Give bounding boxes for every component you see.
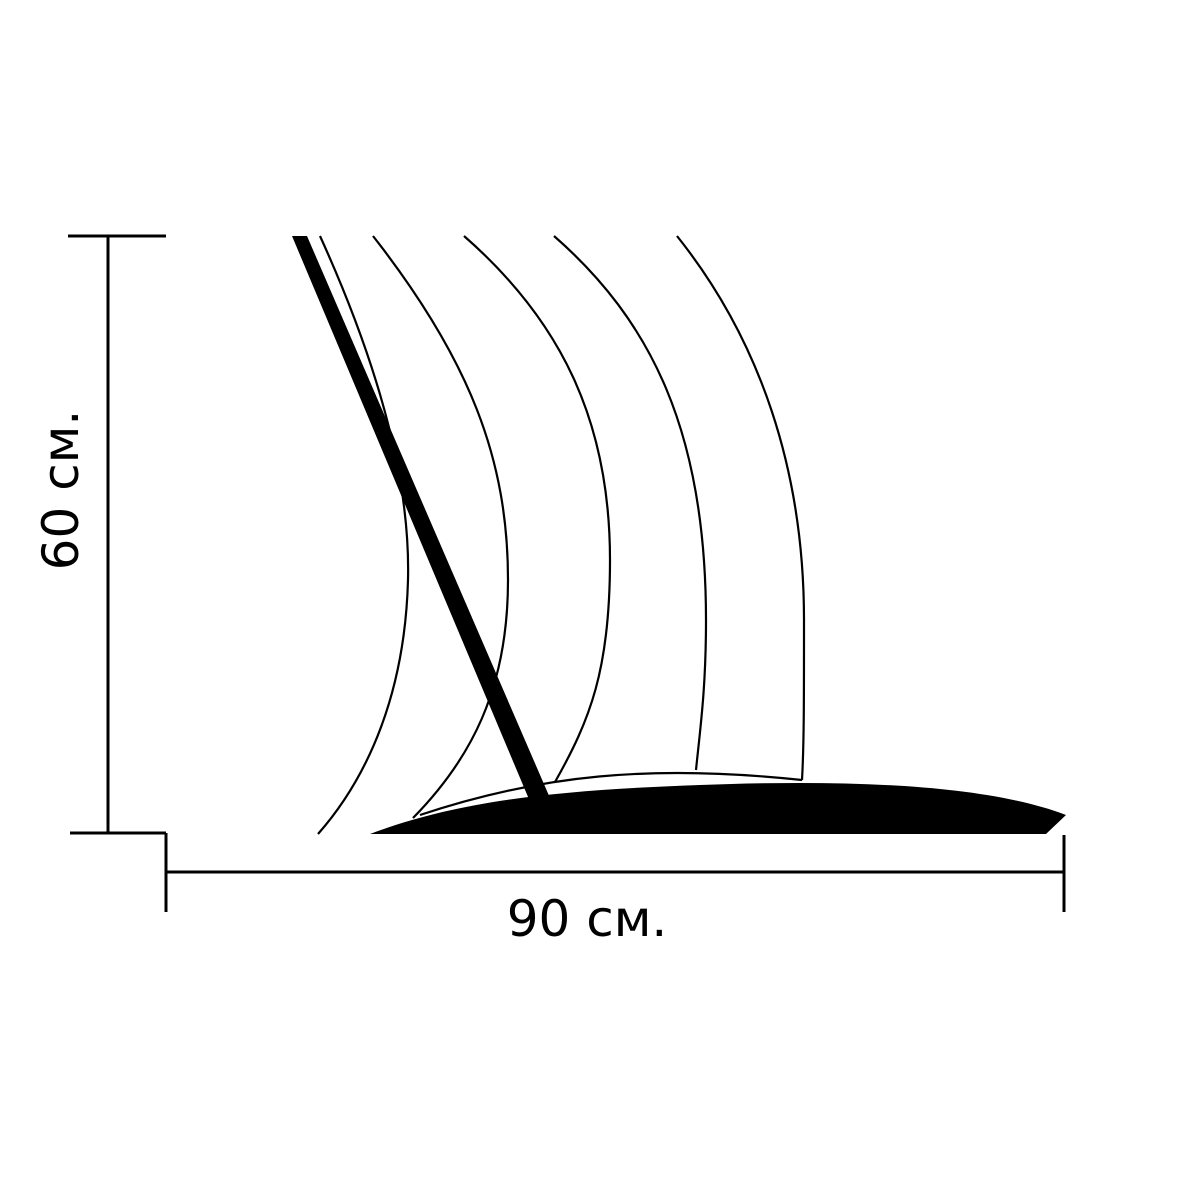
mast [292, 236, 550, 804]
width-dimension: 90 см. [164, 833, 1066, 948]
height-label: 60 см. [32, 410, 90, 571]
sail-boom-arc [419, 771, 803, 817]
sail-curve-1 [317, 235, 410, 835]
sail-curve-4 [553, 235, 708, 771]
sail-curves [317, 235, 806, 835]
height-dimension: 60 см. [32, 234, 166, 835]
sail-curve-5 [676, 235, 806, 781]
width-label: 90 см. [507, 890, 668, 948]
sail-curve-2 [372, 235, 510, 819]
sail-curve-3 [463, 235, 612, 783]
board-hull [370, 782, 1066, 834]
